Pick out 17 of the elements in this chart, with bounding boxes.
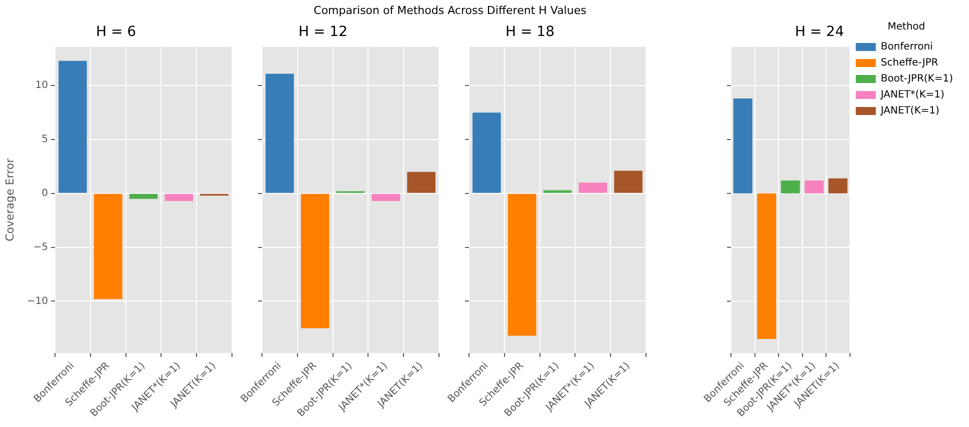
legend-label: Scheffe-JPR [880,58,938,69]
y-tick-label: −5 [33,242,48,253]
chart-title: H = 24 [795,24,844,40]
legend-label: Bonferroni [880,42,933,53]
y-tick-label: 0 [42,188,48,200]
y-tick-label: −10 [26,296,48,307]
chart-title: H = 12 [298,24,348,40]
y-tick-label: 5 [42,134,48,146]
y-tick-label: 10 [35,80,48,92]
legend-label: Boot-JPR(K=1) [880,74,954,85]
legend-title: Method [888,22,926,33]
chart-title: H = 18 [506,24,554,40]
text: Comparison of Methods Across Different H Values [312,4,588,17]
y-axis-title: Coverage Error [3,158,16,242]
legend-label: JANET*(K=1) [880,90,945,101]
chart-title: H = 6 [96,24,136,40]
legend-label: JANET(K=1) [880,106,940,117]
